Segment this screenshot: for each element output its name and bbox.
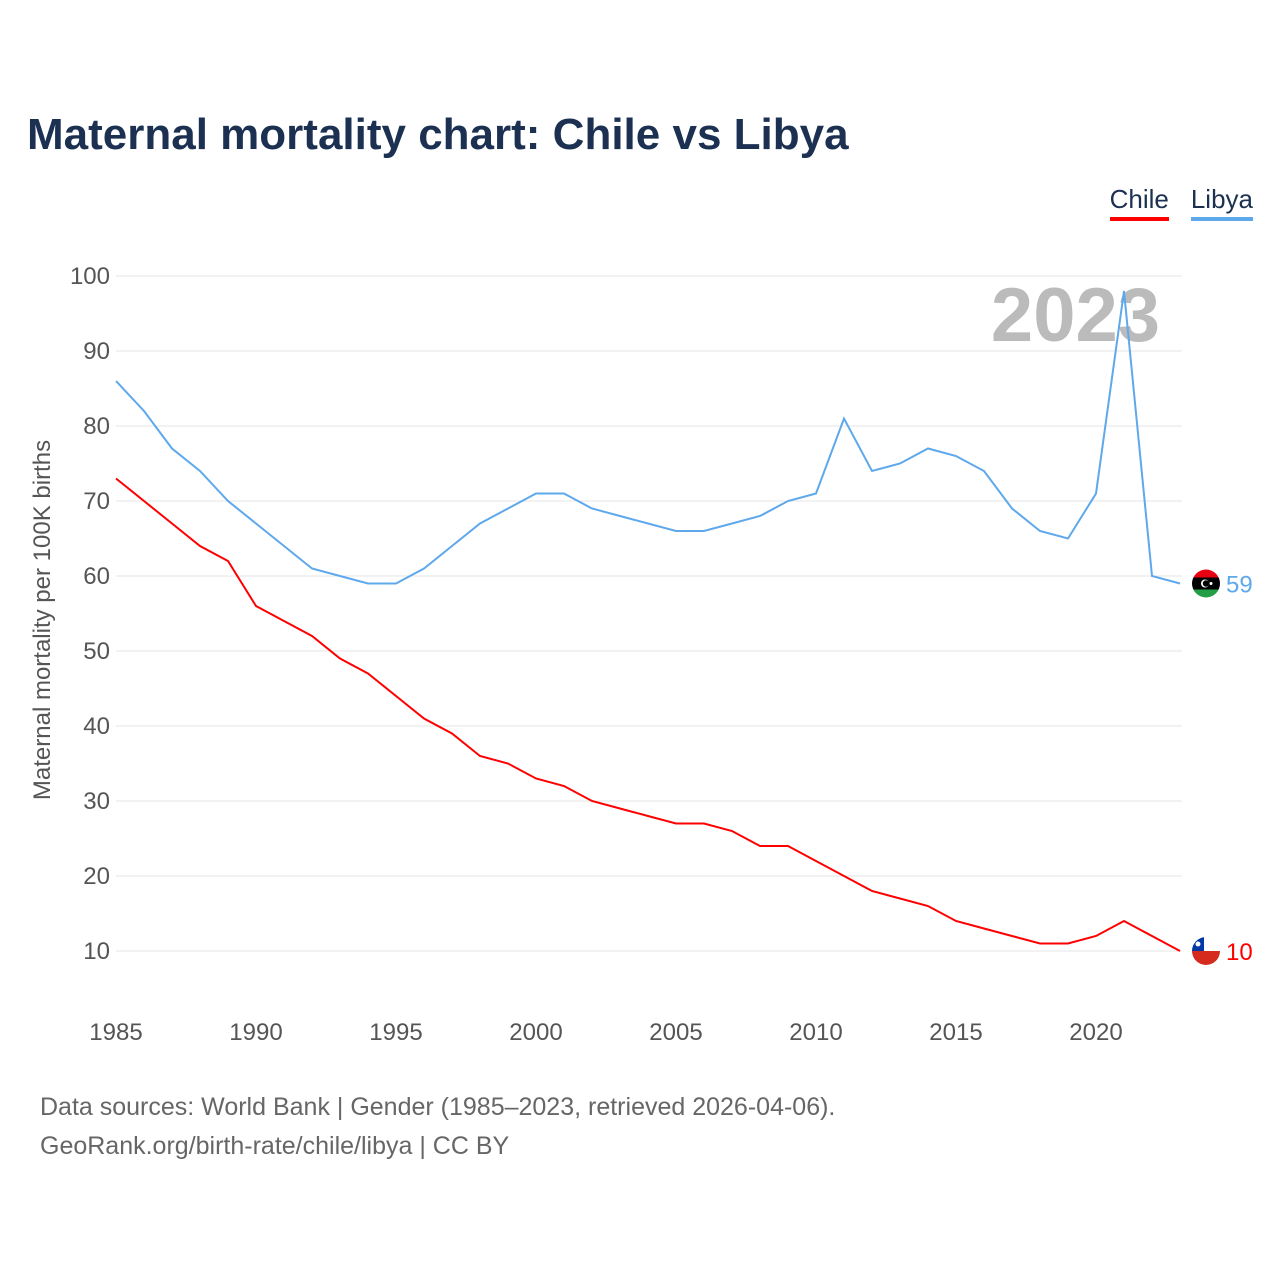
series-line-chile: [115, 477, 1181, 952]
footer: Data sources: World Bank | Gender (1985–…: [40, 1088, 835, 1166]
x-tick-label: 1995: [369, 1019, 422, 1046]
y-tick-label: 60: [83, 563, 110, 590]
libya-flag-icon: [1192, 569, 1220, 598]
x-tick-label: 2020: [1069, 1019, 1122, 1046]
y-tick-label: 100: [70, 263, 110, 290]
y-tick-label: 50: [83, 638, 110, 665]
x-tick-label: 1985: [89, 1019, 142, 1046]
year-watermark: 2023: [991, 273, 1160, 358]
x-tick-label: 2010: [789, 1019, 842, 1046]
y-tick-label: 20: [83, 863, 110, 890]
legend-item-chile[interactable]: Chile: [1109, 184, 1169, 221]
source-text: Data sources: World Bank | Gender (1985–…: [40, 1093, 836, 1121]
x-tick-label: 2005: [649, 1019, 702, 1046]
y-tick-label: 30: [83, 788, 110, 815]
chile-end-value: 10: [1226, 939, 1253, 966]
y-axis-label: Maternal mortality per 100K births: [29, 440, 56, 800]
y-tick-label: 90: [83, 338, 110, 365]
legend-item-libya[interactable]: Libya: [1190, 184, 1253, 221]
y-tick-label: 70: [83, 488, 110, 515]
chart-title: Maternal mortality chart: Chile vs Libya: [27, 110, 849, 159]
y-tick-label: 80: [83, 413, 110, 440]
x-tick-label: 2015: [929, 1019, 982, 1046]
y-tick-label: 10: [83, 938, 110, 965]
series-line-libya: [115, 290, 1181, 585]
legend: Chile Libya: [1109, 184, 1253, 221]
chile-flag-icon: [1192, 937, 1220, 965]
libya-end-value: 59: [1226, 572, 1253, 599]
y-tick-label: 40: [83, 713, 110, 740]
x-tick-label: 2000: [509, 1019, 562, 1046]
attribution-text: GeoRank.org/birth-rate/chile/libya | CC …: [40, 1132, 510, 1160]
x-tick-label: 1990: [229, 1019, 282, 1046]
